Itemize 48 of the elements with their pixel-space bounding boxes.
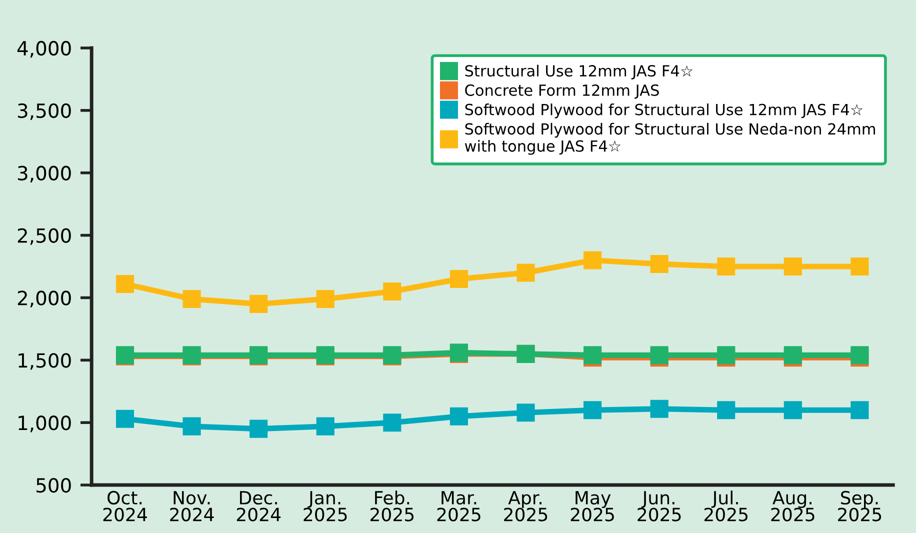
point bbox=[784, 401, 802, 420]
point bbox=[584, 251, 602, 270]
point bbox=[717, 401, 736, 420]
y-tick-label: 3,500 bbox=[18, 103, 71, 120]
point bbox=[250, 294, 268, 313]
x-tick-label: Dec. 2024 bbox=[236, 491, 281, 522]
x-tick-label: Jun. 2025 bbox=[638, 491, 681, 522]
point bbox=[383, 414, 402, 432]
x-tick-label: Sep. 2025 bbox=[838, 490, 882, 522]
y-tick-label: 2,000 bbox=[18, 290, 71, 308]
y-tick-label: 2,500 bbox=[18, 228, 71, 245]
point bbox=[116, 410, 134, 428]
point bbox=[116, 274, 134, 294]
point bbox=[516, 404, 535, 422]
point bbox=[850, 401, 869, 420]
x-tick-label: Feb. 2025 bbox=[370, 490, 414, 522]
point bbox=[450, 407, 468, 426]
y-tick-label: 500 bbox=[36, 478, 71, 493]
x-tick-label: Nov. 2024 bbox=[170, 491, 214, 522]
point bbox=[650, 254, 668, 274]
x-tick-label: Aug. 2025 bbox=[771, 491, 814, 522]
x-tick-label: May 2025 bbox=[570, 491, 614, 522]
x-tick-label: Mar. 2025 bbox=[437, 491, 480, 522]
point bbox=[850, 257, 869, 276]
x-tick-label: Apr. 2025 bbox=[504, 491, 548, 522]
x-tick-label: Jan. 2025 bbox=[304, 491, 347, 522]
legend-label: Softwood Plywood for Structural Use 12mm JAS F4☆ bbox=[465, 104, 863, 118]
y-tick-label: 3,000 bbox=[18, 166, 71, 182]
x-tick-label: Oct. 2024 bbox=[103, 490, 147, 522]
y-tick-label: 4,000 bbox=[17, 40, 71, 58]
x-tick-label: Jul. 2025 bbox=[704, 490, 748, 522]
point bbox=[383, 282, 402, 301]
point bbox=[250, 420, 268, 438]
legend-label: Concrete Form 12mm JAS bbox=[465, 84, 659, 99]
point bbox=[516, 264, 535, 282]
point bbox=[182, 290, 201, 308]
point bbox=[717, 257, 736, 276]
y-tick-label: 1,000 bbox=[18, 416, 71, 432]
legend-label: Softwood Plywood for Structural Use Neda-non 24mm with tongue JAS F4☆ bbox=[464, 122, 875, 155]
point bbox=[182, 417, 201, 436]
point bbox=[650, 400, 668, 418]
legend-label: Structural Use 12mm JAS F4☆ bbox=[465, 64, 693, 80]
point bbox=[784, 257, 802, 276]
point bbox=[316, 290, 334, 308]
point bbox=[584, 401, 602, 420]
point bbox=[450, 270, 468, 288]
point bbox=[316, 417, 334, 436]
y-tick-label: 1,500 bbox=[18, 353, 71, 370]
